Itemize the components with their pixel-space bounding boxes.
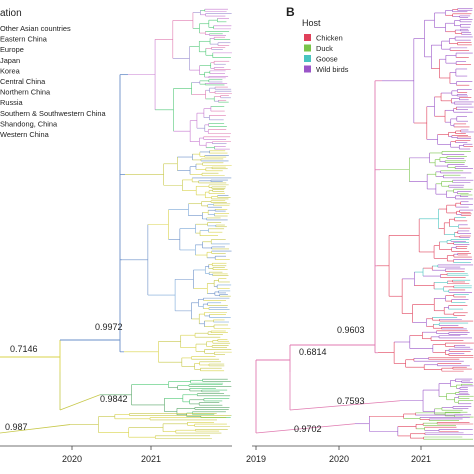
legend-b-label: Wild birds [316,65,349,74]
node-label-a-3: 0.9842 [100,394,128,404]
node-label-a-4: 0.987 [5,422,28,432]
legend-b-label: Duck [316,44,333,53]
legend-b-label: Goose [316,55,338,64]
legend-b-title: Host [302,18,321,28]
axis-a: 2020 2021 [0,445,232,464]
legend-a-label: Russia [0,98,23,107]
legend-a-label: Japan [0,56,20,65]
panel-b-letter: B [286,5,295,19]
legend-b-swatch [304,65,311,73]
legend-a-label: Western China [0,130,50,139]
tree-a [0,8,232,439]
node-label-b-3: 0.7593 [337,396,365,406]
axis-b: 2019 2020 2021 [246,445,474,464]
legend-a-label: Central China [0,77,46,86]
legend-a-label: Europe [0,45,24,54]
legend-a: ation Other Asian countries Eastern China… [0,8,106,139]
tree-branch [255,423,356,434]
legend-b-label: Chicken [316,34,343,43]
legend-a-label: Shandong, China [0,119,58,128]
legend-b-swatch [304,34,311,41]
tree-branch [59,394,101,411]
panel-a: ation Other Asian countries Eastern China… [0,8,232,464]
axis-a-label-2021: 2021 [141,454,161,464]
axis-b-label-2019: 2019 [246,454,266,464]
axis-a-label-2020: 2020 [62,454,82,464]
node-label-b-1: 0.9603 [337,325,365,335]
tree-branch [289,400,401,411]
legend-a-items: Other Asian countries Eastern ChinaEurope… [0,24,106,139]
legend-a-label: Southern & Southwestern China [0,109,106,118]
tree-b [255,8,474,440]
legend-a-title: ation [0,8,22,19]
tree-branch [0,424,71,434]
legend-a-label: Northern China [0,88,51,97]
legend-a-label: Other Asian countries [0,24,71,33]
legend-b-swatch [304,55,311,62]
node-labels-a: 0.9972 0.7146 0.9842 0.987 [5,322,128,432]
node-labels-b: 0.9603 0.6814 0.7593 0.9702 [294,325,365,434]
legend-a-label: Eastern China [0,35,48,44]
node-label-b-2: 0.6814 [299,347,327,357]
legend-b-swatch [304,44,311,52]
axis-b-label-2021: 2021 [411,454,431,464]
node-label-b-4: 0.9702 [294,424,322,434]
axis-b-label-2020: 2020 [329,454,349,464]
node-label-a-2: 0.7146 [10,344,38,354]
node-label-a-1: 0.9972 [95,322,123,332]
legend-a-label: Korea [0,66,21,75]
